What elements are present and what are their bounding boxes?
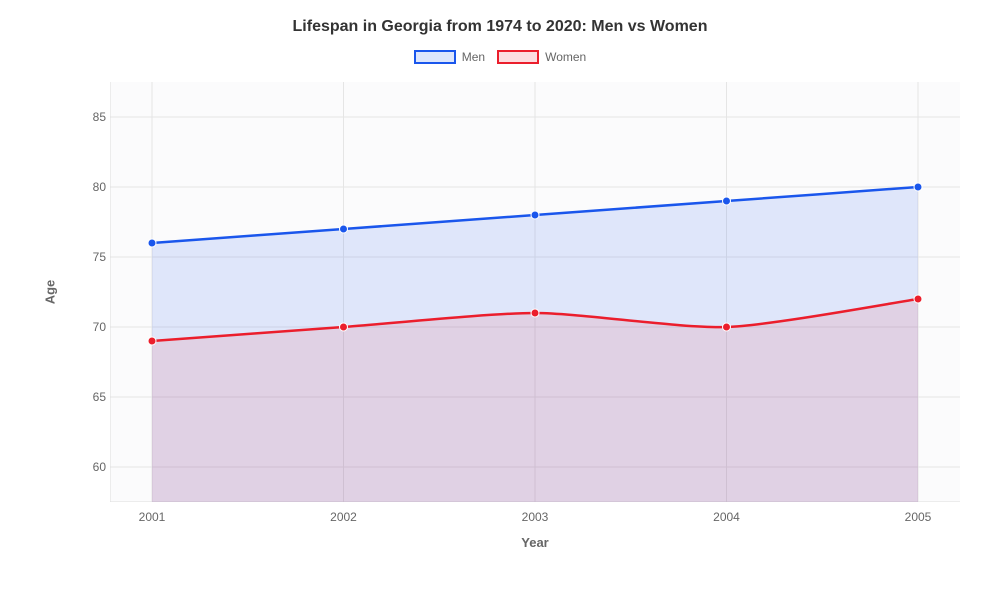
- y-tick-label: 75: [80, 250, 106, 264]
- legend-swatch-women: [497, 50, 539, 64]
- plot-background: Year: [110, 82, 960, 502]
- legend-label-women: Women: [545, 50, 586, 64]
- y-tick-label: 60: [80, 460, 106, 474]
- x-tick-label: 2002: [330, 510, 357, 524]
- x-axis-label: Year: [521, 535, 548, 550]
- y-axis-label: Age: [43, 280, 58, 305]
- legend: Men Women: [0, 50, 1000, 64]
- legend-item-men[interactable]: Men: [414, 50, 485, 64]
- y-tick-label: 70: [80, 320, 106, 334]
- chart-title: Lifespan in Georgia from 1974 to 2020: M…: [0, 0, 1000, 36]
- x-tick-label: 2003: [522, 510, 549, 524]
- x-tick-label: 2004: [713, 510, 740, 524]
- x-tick-label: 2005: [905, 510, 932, 524]
- y-tick-label: 85: [80, 110, 106, 124]
- legend-label-men: Men: [462, 50, 485, 64]
- x-tick-label: 2001: [139, 510, 166, 524]
- chart-svg: [110, 82, 960, 502]
- y-tick-label: 80: [80, 180, 106, 194]
- plot-area: Age Year 606570758085 200120022003200420…: [60, 82, 960, 532]
- y-tick-label: 65: [80, 390, 106, 404]
- legend-swatch-men: [414, 50, 456, 64]
- legend-item-women[interactable]: Women: [497, 50, 586, 64]
